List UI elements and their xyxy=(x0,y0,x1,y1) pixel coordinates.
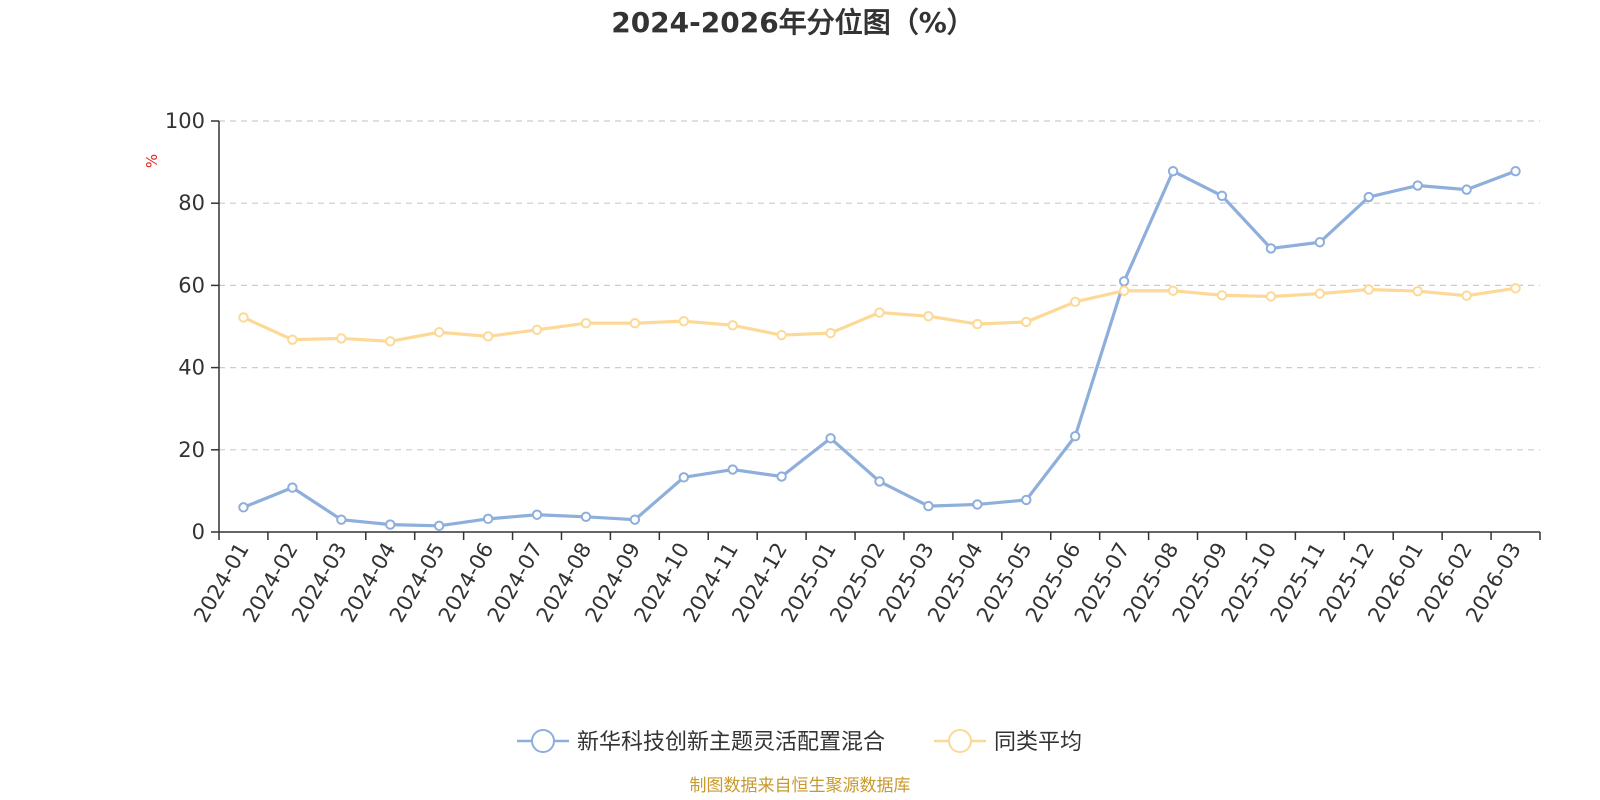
legend: 新华科技创新主题灵活配置混合 同类平均 xyxy=(517,729,1082,755)
data-point[interactable] xyxy=(482,513,494,525)
series-line xyxy=(241,169,1518,528)
series-group xyxy=(238,165,1521,532)
y-tick-label: 20 xyxy=(178,438,205,462)
data-point[interactable] xyxy=(678,472,689,483)
legend-item-2[interactable]: 同类平均 xyxy=(934,729,1082,755)
data-point[interactable] xyxy=(1070,296,1081,308)
data-point[interactable] xyxy=(1363,191,1374,203)
data-point[interactable] xyxy=(385,519,396,530)
data-point[interactable] xyxy=(1265,243,1277,254)
data-point[interactable] xyxy=(1314,288,1326,299)
data-point[interactable] xyxy=(1118,276,1130,287)
data-point[interactable] xyxy=(629,318,641,329)
data-point[interactable] xyxy=(1412,285,1423,297)
data-point[interactable] xyxy=(923,500,934,512)
data-point[interactable] xyxy=(923,311,934,322)
data-point[interactable] xyxy=(531,509,543,520)
y-tick-label: 40 xyxy=(178,356,205,380)
y-axis-unit: % xyxy=(143,154,161,168)
legend-label: 新华科技创新主题灵活配置混合 xyxy=(577,730,885,755)
data-point[interactable] xyxy=(580,318,592,329)
data-point[interactable] xyxy=(825,433,836,444)
x-axis-ticks: 2024-012024-022024-032024-042024-052024-… xyxy=(189,532,1541,626)
data-point[interactable] xyxy=(287,334,298,345)
source-note: 制图数据来自恒生聚源数据库 xyxy=(690,776,911,796)
data-point[interactable] xyxy=(1412,180,1423,191)
data-point[interactable] xyxy=(727,464,738,475)
data-point[interactable] xyxy=(336,333,347,344)
legend-marker xyxy=(531,729,555,753)
y-tick-label: 0 xyxy=(192,520,205,544)
data-point[interactable] xyxy=(238,502,249,513)
data-point[interactable] xyxy=(580,511,592,522)
data-point[interactable] xyxy=(433,520,445,532)
data-point[interactable] xyxy=(1167,165,1179,177)
data-point[interactable] xyxy=(1070,431,1081,442)
data-point[interactable] xyxy=(1216,190,1228,202)
axes xyxy=(218,121,1540,533)
data-point[interactable] xyxy=(1167,285,1179,296)
legend-item-1[interactable]: 新华科技创新主题灵活配置混合 xyxy=(517,729,885,755)
data-point[interactable] xyxy=(972,499,983,510)
data-point[interactable] xyxy=(287,482,298,493)
data-point[interactable] xyxy=(874,476,885,487)
data-point[interactable] xyxy=(1216,290,1228,301)
data-point[interactable] xyxy=(1021,494,1032,506)
series-2 xyxy=(238,283,1521,347)
data-point[interactable] xyxy=(1510,283,1521,294)
data-point[interactable] xyxy=(385,336,396,347)
data-point[interactable] xyxy=(1510,165,1521,177)
y-tick-label: 100 xyxy=(165,109,205,133)
legend-label: 同类平均 xyxy=(994,730,1082,755)
y-axis-ticks: 0 20 40 60 80 100 xyxy=(165,109,219,544)
data-point[interactable] xyxy=(776,471,787,482)
data-point[interactable] xyxy=(776,329,787,341)
data-point[interactable] xyxy=(1118,285,1130,296)
data-point[interactable] xyxy=(238,312,249,323)
data-point[interactable] xyxy=(1461,184,1472,195)
data-point[interactable] xyxy=(336,514,347,525)
data-point[interactable] xyxy=(727,320,738,331)
legend-marker xyxy=(948,729,972,753)
series-1 xyxy=(238,165,1521,532)
chart-title: 2024-2026年分位图（%） xyxy=(611,6,975,39)
data-point[interactable] xyxy=(433,327,445,338)
data-point[interactable] xyxy=(874,307,885,318)
data-point[interactable] xyxy=(825,327,836,339)
y-tick-label: 80 xyxy=(178,191,205,215)
data-point[interactable] xyxy=(629,514,641,525)
data-point[interactable] xyxy=(1363,284,1374,295)
data-point[interactable] xyxy=(1314,237,1326,248)
data-point[interactable] xyxy=(678,315,689,327)
data-point[interactable] xyxy=(482,331,494,342)
data-point[interactable] xyxy=(1265,291,1277,302)
data-point[interactable] xyxy=(1461,290,1472,301)
data-point[interactable] xyxy=(531,324,543,335)
data-point[interactable] xyxy=(972,318,983,330)
gridlines xyxy=(219,120,1540,451)
data-point[interactable] xyxy=(1021,316,1032,328)
y-tick-label: 60 xyxy=(178,273,205,297)
